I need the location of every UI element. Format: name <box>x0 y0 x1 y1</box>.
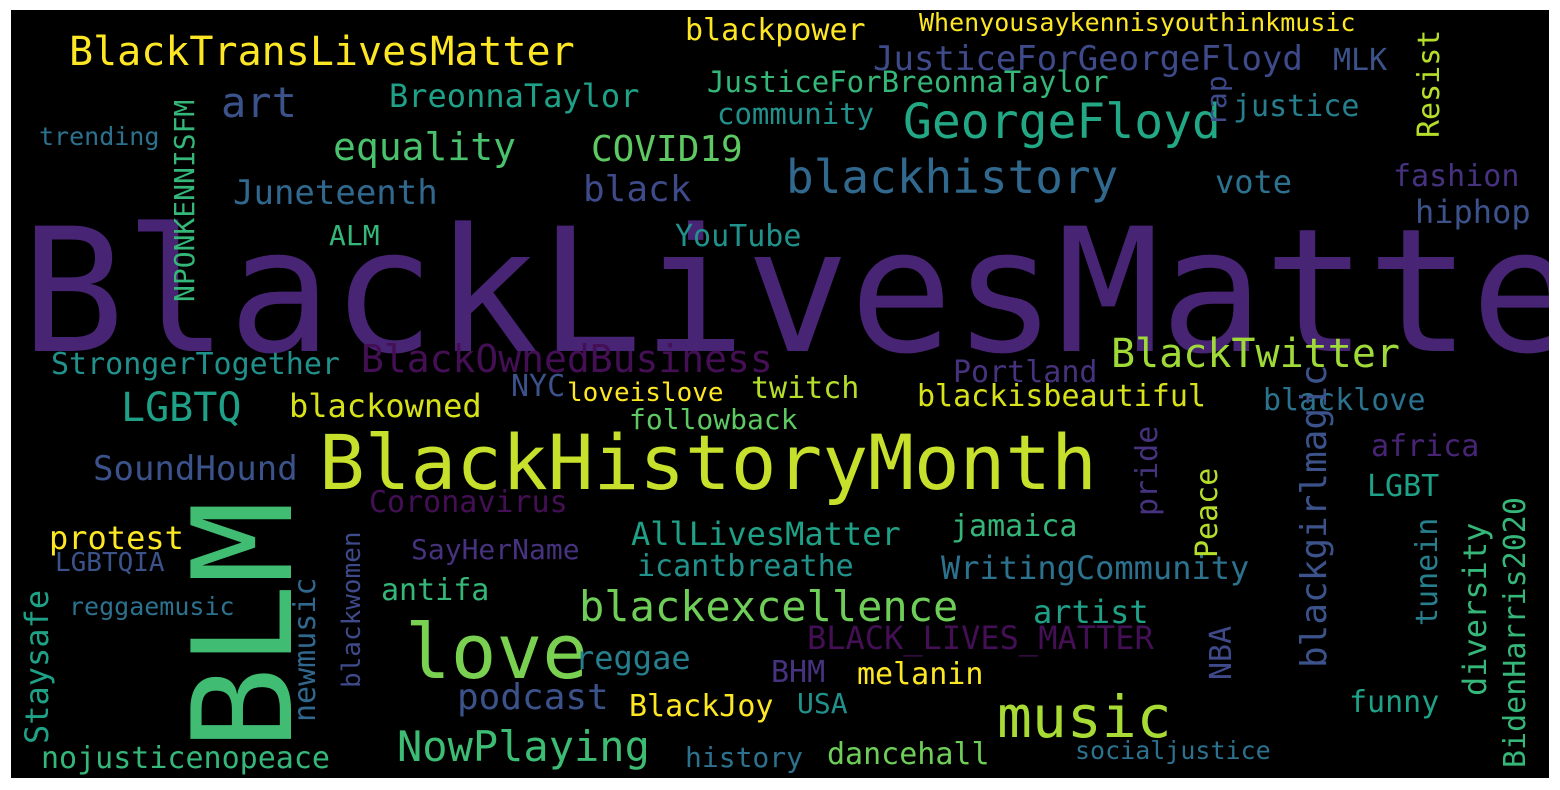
word-covid19: COVID19 <box>591 129 743 170</box>
word-followback: followback <box>629 403 798 436</box>
word-writingcommunity: WritingCommunity <box>941 549 1250 587</box>
word-blackhistorymonth: BlackHistoryMonth <box>319 418 1097 507</box>
word-antifa: antifa <box>381 573 490 608</box>
word-podcast: podcast <box>457 677 609 718</box>
word-nowplaying: NowPlaying <box>397 722 650 771</box>
word-staysafe: Staysafe <box>18 589 56 744</box>
word-justiceforgeorgefloyd: JusticeForGeorgeFloyd <box>873 39 1303 79</box>
word-soundhound: SoundHound <box>93 449 298 489</box>
word-tunein: tunein <box>1410 517 1445 626</box>
word-alm: ALM <box>329 219 380 252</box>
word-mlk: MLK <box>1333 43 1388 78</box>
word-whenyousay: Whenyousaykennisyouthinkmusic <box>919 10 1356 37</box>
word-blackownedbusiness: BlackOwnedBusiness <box>361 337 773 381</box>
word-art: art <box>221 78 297 127</box>
word-socialjustice: socialjustice <box>1075 736 1271 765</box>
word-lgbt: LGBT <box>1367 469 1440 504</box>
word-nponkennisfm: NPONKENNISFM <box>168 99 201 302</box>
word-melanin: melanin <box>857 657 984 692</box>
word-coronavirus: Coronavirus <box>369 485 568 520</box>
word-protest: protest <box>49 519 184 557</box>
word-nyc: NYC <box>511 369 566 404</box>
word-resist: Resist <box>1412 29 1447 138</box>
word-youtube: YouTube <box>675 219 802 254</box>
word-trending: trending <box>39 122 160 151</box>
word-blackgirlmagic: blackgirlmagic <box>1294 364 1335 668</box>
word-breonnataylor: BreonnaTaylor <box>389 77 640 115</box>
word-usa: USA <box>797 687 848 720</box>
word-twitch: twitch <box>751 371 860 406</box>
word-rap: rap <box>1200 75 1233 126</box>
word-cloud: BlackLivesMatter BlackHistoryMonth love … <box>11 10 1549 778</box>
word-blackjoy: BlackJoy <box>629 689 774 724</box>
word-reggaemusic: reggaemusic <box>69 592 235 621</box>
word-alllivesmatter: AllLivesMatter <box>631 515 901 553</box>
word-bhm: BHM <box>771 655 826 690</box>
word-blacktranslivesmatter: BlackTransLivesMatter <box>69 29 575 75</box>
word-dancehall: dancehall <box>827 737 990 772</box>
word-vote: vote <box>1215 163 1293 201</box>
word-icantbreathe: icantbreathe <box>637 549 854 584</box>
word-reggae: reggae <box>575 639 691 677</box>
word-justice: justice <box>1233 89 1360 124</box>
word-lgbtqia: LGBTQIA <box>55 548 165 578</box>
word-bidenharris2020: BidenHarris2020 <box>1498 497 1533 768</box>
word-justiceforbreonnataylor: JusticeForBreonnaTaylor <box>707 65 1109 99</box>
word-strongertogether: StrongerTogether <box>51 347 340 382</box>
word-pride: pride <box>1130 425 1165 516</box>
word-loveislove: loveislove <box>567 378 724 408</box>
word-blacktwitter: BlackTwitter <box>1111 331 1400 377</box>
word-hiphop: hiphop <box>1415 193 1531 231</box>
word-music: music <box>997 683 1172 751</box>
word-sayhername: SayHerName <box>411 533 580 566</box>
word-blackpower: blackpower <box>685 13 866 48</box>
word-juneteenth: Juneteenth <box>233 173 438 213</box>
word-nojusticenopeace: nojusticenopeace <box>41 741 330 776</box>
word-community: community <box>717 97 875 131</box>
word-jamaica: jamaica <box>951 509 1078 544</box>
word-funny: funny <box>1349 685 1440 720</box>
word-artist: artist <box>1033 593 1149 631</box>
word-africa: africa <box>1371 429 1480 464</box>
word-love: love <box>405 607 589 696</box>
word-blacklove: blacklove <box>1263 383 1426 418</box>
word-georgefloyd: GeorgeFloyd <box>903 94 1221 150</box>
word-black_lives_matter: BLACK_LIVES_MATTER <box>807 619 1154 657</box>
word-nba: NBA <box>1204 625 1239 680</box>
word-diversity: diversity <box>1456 522 1494 696</box>
word-blackexcellence: blackexcellence <box>579 582 959 631</box>
word-blackhistory: blackhistory <box>786 150 1119 204</box>
word-history: history <box>685 741 804 774</box>
word-equality: equality <box>333 125 517 169</box>
word-lgbtq: LGBTQ <box>121 385 242 431</box>
word-blacklivesmatter: BlackLivesMatter <box>21 191 1549 392</box>
word-blackisbeautiful: blackisbeautiful <box>917 379 1206 414</box>
word-portland: Portland <box>953 355 1098 390</box>
word-black: black <box>583 169 692 210</box>
word-blackwomen: blackwomen <box>337 531 367 688</box>
word-newmusic: newmusic <box>288 577 323 723</box>
word-peace: Peace <box>1190 467 1225 558</box>
word-blackowned: blackowned <box>289 387 482 425</box>
word-fashion: fashion <box>1393 159 1520 194</box>
